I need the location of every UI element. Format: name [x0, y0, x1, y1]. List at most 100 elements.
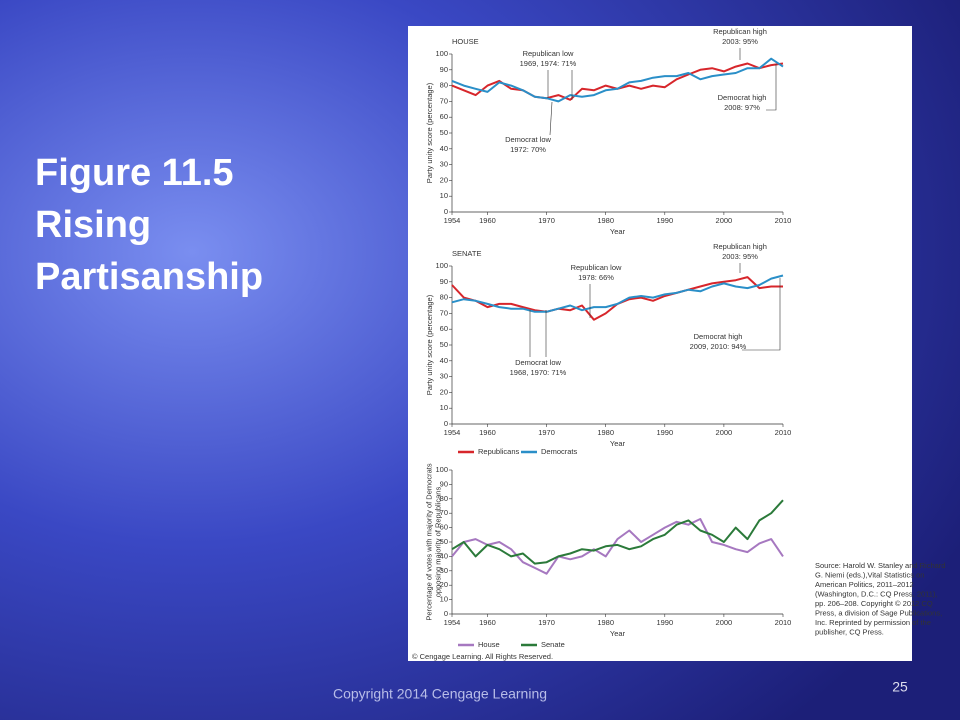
y-tick-label: 20: [440, 387, 448, 396]
series-line: [451, 274, 784, 313]
slide-title: Figure 11.5: [35, 152, 234, 194]
x-tick-label: 1960: [479, 618, 496, 627]
annotation: Republican high: [713, 27, 767, 36]
x-tick-label: 1960: [479, 216, 496, 225]
y-tick-label: 50: [440, 128, 448, 137]
x-tick-label: 2000: [716, 428, 733, 437]
x-tick-label: 1954: [444, 428, 461, 437]
x-tick-label: 2000: [716, 216, 733, 225]
y-tick-label: 0: [444, 609, 448, 618]
annotation: 1969, 1974: 71%: [520, 59, 577, 68]
x-tick-label: 2000: [716, 618, 733, 627]
y-tick-label: 90: [440, 65, 448, 74]
source-note: G. Niemi (eds.),Vital Statistics on: [815, 570, 924, 579]
y-tick-label: 10: [440, 403, 448, 412]
series-line: [451, 518, 784, 575]
annotation: Republican low: [523, 49, 574, 58]
annotation: 1968, 1970: 71%: [510, 368, 567, 377]
legend-label: House: [478, 640, 500, 649]
x-axis-label: Year: [610, 227, 626, 236]
x-tick-label: 1954: [444, 216, 461, 225]
annotation: Democrat high: [718, 93, 767, 102]
source-note: Inc. Reprinted by permission of the: [815, 618, 931, 627]
y-tick-label: 80: [440, 81, 448, 90]
y-tick-label: 90: [440, 479, 448, 488]
y-tick-label: 30: [440, 160, 448, 169]
legend-label: Republicans: [478, 447, 520, 456]
y-tick-label: 30: [440, 372, 448, 381]
x-tick-label: 1990: [656, 428, 673, 437]
x-tick-label: 1970: [538, 618, 555, 627]
annotation: 1972: 70%: [510, 145, 546, 154]
footer: Copyright 2014 Cengage Learning: [333, 686, 547, 702]
source-note: Source: Harold W. Stanley and Richard: [815, 561, 945, 570]
y-tick-label: 80: [440, 293, 448, 302]
y-tick-label: 40: [440, 356, 448, 365]
chart-title: SENATE: [452, 249, 481, 258]
y-axis-label: Party unity score (percentage): [425, 82, 434, 183]
annotation: 2003: 95%: [722, 252, 758, 261]
x-axis-label: Year: [610, 439, 626, 448]
annotation: Democrat high: [694, 332, 743, 341]
y-tick-label: 10: [440, 191, 448, 200]
annotation: Democrat low: [505, 135, 551, 144]
y-tick-label: 70: [440, 308, 448, 317]
y-tick-label: 40: [440, 551, 448, 560]
annotation: Democrat low: [515, 358, 561, 367]
y-tick-label: 60: [440, 523, 448, 532]
annotation-leader: [742, 278, 781, 351]
y-tick-label: 20: [440, 175, 448, 184]
y-axis-label: Party unity score (percentage): [425, 294, 434, 395]
y-tick-label: 70: [440, 96, 448, 105]
x-tick-label: 1980: [597, 216, 614, 225]
chart-title: HOUSE: [452, 37, 479, 46]
x-tick-label: 1954: [444, 618, 461, 627]
y-axis-label: Percentage of votes with majority of Dem…: [424, 463, 433, 620]
y-tick-label: 20: [440, 580, 448, 589]
x-tick-label: 1960: [479, 428, 496, 437]
y-tick-label: 100: [435, 465, 448, 474]
figure-panel: [408, 26, 912, 661]
legend-label: Democrats: [541, 447, 578, 456]
x-axis-label: Year: [610, 629, 626, 638]
x-tick-label: 1970: [538, 216, 555, 225]
y-tick-label: 50: [440, 537, 448, 546]
annotation: Republican low: [571, 263, 622, 272]
y-axis-label: opposing majority of Republicans: [433, 487, 442, 598]
annotation: 2003: 95%: [722, 37, 758, 46]
x-tick-label: 2010: [775, 618, 792, 627]
annotation: 1978: 66%: [578, 273, 614, 282]
slide-title: Rising: [35, 204, 151, 246]
x-tick-label: 1980: [597, 618, 614, 627]
annotation: 2009, 2010: 94%: [690, 342, 747, 351]
annotation: 2008: 97%: [724, 103, 760, 112]
y-tick-label: 0: [444, 419, 448, 428]
source-note: Press, a division of Sage Publications,: [815, 608, 942, 617]
source-note: (Washington, D.C.: CQ Press, 2011),: [815, 589, 938, 598]
x-tick-label: 1990: [656, 618, 673, 627]
y-tick-label: 10: [440, 595, 448, 604]
y-tick-label: 80: [440, 494, 448, 503]
annotation-leader: [766, 64, 777, 111]
x-tick-label: 1980: [597, 428, 614, 437]
source-note: American Politics, 2011–2012: [815, 580, 914, 589]
y-tick-label: 70: [440, 508, 448, 517]
y-tick-label: 100: [435, 261, 448, 270]
y-tick-label: 60: [440, 112, 448, 121]
figure: © Cengage Learning. All Rights Reserved.…: [408, 26, 945, 661]
series-line: [451, 57, 784, 103]
y-tick-label: 90: [440, 277, 448, 286]
y-tick-label: 30: [440, 566, 448, 575]
slide-title: Partisanship: [35, 256, 263, 298]
y-tick-label: 40: [440, 144, 448, 153]
legend-label: Senate: [541, 640, 565, 649]
page-number: 25: [892, 679, 908, 695]
annotation-leader: [549, 101, 553, 136]
y-tick-label: 0: [444, 207, 448, 216]
series-line: [451, 499, 784, 565]
annotation: Republican high: [713, 242, 767, 251]
y-tick-label: 50: [440, 340, 448, 349]
x-tick-label: 1970: [538, 428, 555, 437]
y-tick-label: 100: [435, 49, 448, 58]
